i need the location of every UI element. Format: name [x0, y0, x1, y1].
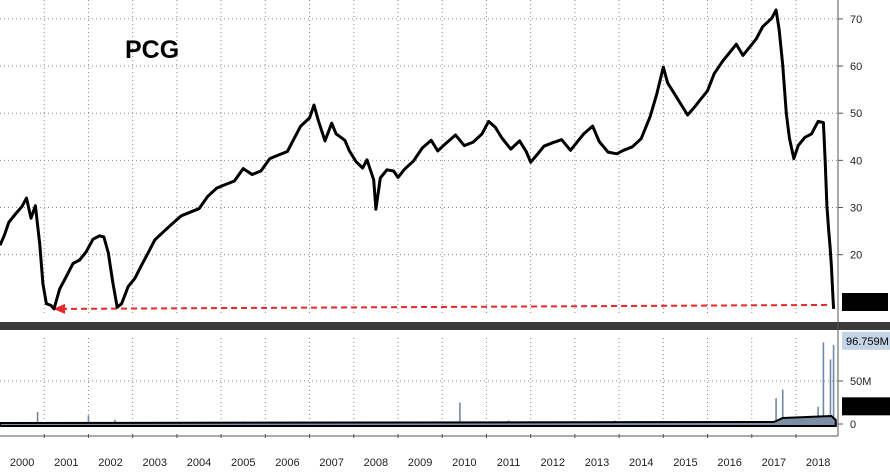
x-tick-label: 2015 — [673, 457, 697, 469]
price-grid — [0, 0, 838, 316]
price-tick-label: 60 — [850, 61, 862, 73]
chart-title: PCG — [125, 36, 179, 64]
price-tick-label: 40 — [850, 155, 862, 167]
volume-marker-label: 20.541M — [846, 401, 889, 413]
x-tick-label: 2016 — [717, 457, 741, 469]
x-tick-label: 2000 — [10, 457, 34, 469]
volume-marker-label: 96.759M — [846, 336, 889, 348]
x-tick-label: 2008 — [364, 457, 388, 469]
last-value-label: 8.505 — [846, 297, 874, 309]
price-tick-label: 50 — [850, 108, 862, 120]
x-tick-label: 2012 — [541, 457, 565, 469]
volume-spikes — [36, 342, 835, 424]
price-tick-label: 20 — [850, 250, 862, 262]
x-tick-label: 2010 — [452, 457, 476, 469]
panel-separator — [0, 322, 890, 330]
x-tick-label: 2004 — [187, 457, 211, 469]
x-tick-label: 2009 — [408, 457, 432, 469]
volume-marker-box — [842, 331, 890, 350]
price-panel: 20 30 40 50 60 70 PCG 8.505 — [0, 0, 888, 316]
x-tick-label: 2001 — [54, 457, 78, 469]
x-tick-label: 2014 — [629, 457, 653, 469]
volume-marker-box — [842, 397, 890, 416]
price-y-axis: 20 30 40 50 60 70 — [838, 14, 862, 262]
price-tick-label: 70 — [850, 14, 862, 26]
x-tick-label: 2011 — [497, 457, 521, 469]
x-tick-label: 2013 — [585, 457, 609, 469]
x-tick-label: 2003 — [143, 457, 167, 469]
volume-y-axis: 0 50M — [838, 376, 871, 431]
reference-arrow — [53, 303, 66, 314]
volume-baseline — [0, 414, 837, 427]
volume-grid — [0, 338, 838, 430]
volume-tick-label: 0 — [850, 419, 856, 431]
volume-tick-label: 50M — [850, 376, 871, 388]
volume-panel: 0 50M 96.759M 20.541M — [0, 331, 890, 431]
price-tick-label: 30 — [850, 203, 862, 215]
x-tick-label: 2006 — [275, 457, 299, 469]
x-tick-label: 2018 — [806, 457, 830, 469]
x-tick-label: 2002 — [98, 457, 122, 469]
x-tick-label: 2007 — [319, 457, 343, 469]
last-value-tag: 8.505 — [842, 293, 888, 311]
volume-markers: 96.759M 20.541M — [842, 331, 890, 416]
x-axis: 2000 2001 2002 2003 2004 2005 2006 2007 2008 2009… — [0, 434, 838, 469]
x-tick-label: 2005 — [231, 457, 255, 469]
price-series-line — [0, 8, 836, 311]
x-tick-label: 2017 — [762, 457, 786, 469]
reference-line — [61, 303, 830, 310]
